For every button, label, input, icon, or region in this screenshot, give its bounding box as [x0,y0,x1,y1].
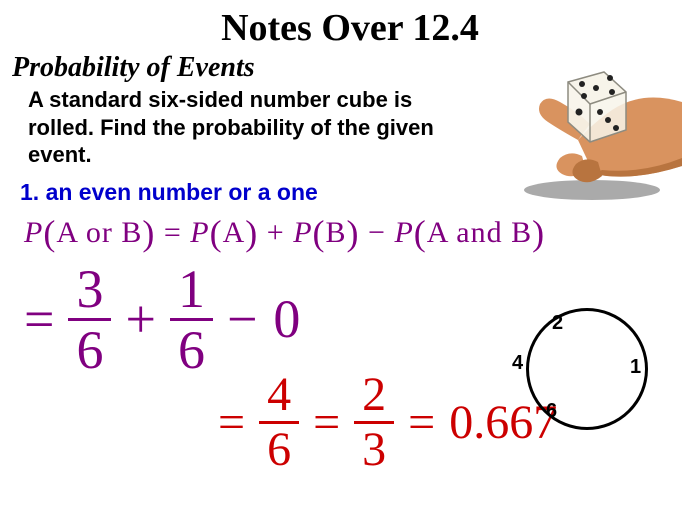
page-title: Notes Over 12.4 [0,6,700,50]
formula-t1: A [223,216,246,249]
question-number: 1. [20,179,39,205]
zero-term: 0 [273,288,300,350]
formula-p2: P [190,216,209,249]
venn-label-1: 1 [630,356,641,379]
hand-dice-illustration [482,62,682,202]
venn-diagram: 2 4 6 1 [516,308,646,426]
frac-d: 3 [354,426,394,474]
fraction-2-3: 2 3 [354,371,394,474]
formula-eq: = [164,216,182,249]
eq-sign-2a: = [218,395,245,450]
frac-n: 1 [170,262,213,316]
dice-dot [607,75,613,81]
dice-dot [576,109,583,116]
eq-sign-2c: = [408,395,435,450]
dice-dot [605,117,611,123]
frac-d: 6 [170,323,213,377]
formula-p3: P [293,216,312,249]
problem-statement: A standard six-sided number cube is roll… [28,86,448,169]
plus-sign: + [125,288,155,350]
eq-sign-1: = [24,288,54,350]
formula-t2: B [326,216,347,249]
formula-lhs-inner: A or B [56,216,142,249]
minus-sign: − [227,288,257,350]
frac-d: 6 [68,323,111,377]
frac-n: 2 [354,371,394,419]
frac-d: 6 [259,426,299,474]
fraction-1-6: 1 6 [170,262,213,377]
venn-label-6: 6 [546,400,557,423]
fraction-3-6: 3 6 [68,262,111,377]
formula-plus: + [267,216,285,249]
question-text: an even number or a one [46,179,318,205]
eq-sign-2b: = [313,395,340,450]
formula-minus: − [368,216,386,249]
hand-dice-svg [482,62,682,202]
formula-t3: A and B [427,216,532,249]
venn-label-4: 4 [512,352,523,375]
dice-dot [579,81,585,87]
dice-dot [581,93,587,99]
formula-p1: P [24,216,43,249]
frac-n: 4 [259,371,299,419]
dice-dot [613,125,619,131]
fraction-4-6: 4 6 [259,371,299,474]
frac-n: 3 [68,262,111,316]
formula-p4: P [394,216,413,249]
dice-dot [597,109,603,115]
dice-dot [609,89,615,95]
ground-shadow [524,180,660,200]
venn-label-2: 2 [552,312,563,335]
probability-formula: P(A or B) = P(A) + P(B) − P(A and B) [24,212,700,254]
dice-dot [593,85,599,91]
